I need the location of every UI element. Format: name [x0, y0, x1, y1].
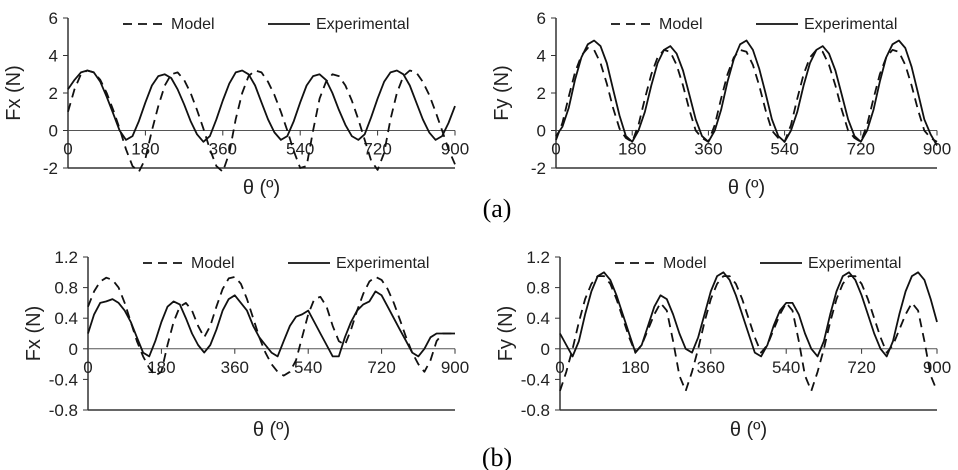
y-tick-label-a-fy: 2 [537, 84, 546, 103]
y-axis-title-b-fy: Fy (N) [495, 306, 517, 362]
y-tick-label-a-fx: -2 [43, 159, 58, 178]
y-tick-label-b-fx: 0.4 [54, 309, 78, 328]
y-axis-title-a-fy: Fy (N) [491, 65, 513, 121]
y-tick-label-b-fx: -0.4 [49, 370, 78, 389]
x-tick-label-b-fx: 540 [294, 358, 322, 377]
y-tick-label-b-fy: 0.4 [526, 309, 550, 328]
x-tick-label-b-fx: 360 [221, 358, 249, 377]
y-axis-title-b-fx: Fx (N) [23, 306, 45, 362]
y-tick-label-a-fx: 2 [49, 84, 58, 103]
x-tick-label-b-fy: 720 [847, 358, 875, 377]
x-tick-label-b-fx: 180 [147, 358, 175, 377]
y-tick-label-b-fx: 0 [69, 340, 78, 359]
y-tick-label-b-fy: 0.8 [526, 279, 550, 298]
y-tick-label-a-fx: 6 [49, 9, 58, 28]
x-tick-label-a-fy: 900 [923, 140, 951, 159]
y-tick-label-b-fy: 0 [541, 340, 550, 359]
x-axis-title-a-fx: θ (º) [243, 177, 280, 199]
x-tick-label-a-fx: 540 [286, 140, 314, 159]
x-tick-label-a-fy: 180 [618, 140, 646, 159]
x-tick-label-b-fx: 900 [441, 358, 469, 377]
y-tick-label-a-fy: 4 [537, 47, 546, 66]
x-tick-label-a-fx: 180 [131, 140, 159, 159]
x-tick-label-b-fy: 540 [772, 358, 800, 377]
series-line-model-a-fx [67, 69, 456, 173]
chart-b-fy: -0.8 -0.4 0 0.4 0.8 1.2 0 180 360 540 720 900 θ (º) F… [495, 248, 951, 441]
legend-label-experimental-b-fx: Experimental [336, 255, 429, 272]
y-tick-label-b-fx: 0.8 [54, 279, 78, 298]
legend-label-model-a-fx: Model [171, 16, 215, 33]
y-tick-label-b-fy: -0.8 [521, 401, 550, 420]
panel-label-b: (b) [482, 443, 512, 470]
x-axis-title-a-fy: θ (º) [728, 177, 765, 199]
x-tick-label-a-fx: 720 [363, 140, 391, 159]
y-tick-label-a-fy: 6 [537, 9, 546, 28]
x-tick-label-a-fx: 0 [63, 140, 72, 159]
x-tick-label-b-fx: 720 [367, 358, 395, 377]
x-tick-label-a-fx: 900 [441, 140, 469, 159]
x-tick-label-b-fy: 900 [923, 358, 951, 377]
y-tick-label-a-fy: 0 [537, 122, 546, 141]
legend-label-model-a-fy: Model [659, 16, 703, 33]
series-line-experimental-a-fy [555, 39, 938, 146]
x-tick-label-a-fy: 540 [770, 140, 798, 159]
x-tick-label-a-fy: 0 [551, 140, 560, 159]
x-axis-title-b-fx: θ (º) [253, 419, 290, 441]
x-tick-label-a-fx: 360 [209, 140, 237, 159]
chart-b-fx: -0.8 -0.4 0 0.4 0.8 1.2 0 180 360 540 720 900 θ (º) F… [23, 248, 469, 441]
legend-label-experimental-b-fy: Experimental [808, 255, 901, 272]
x-tick-label-b-fy: 0 [555, 358, 564, 377]
chart-a-fx: -2 0 2 4 6 0 180 360 540 720 900 θ (º) Fx (N) Model Ex… [3, 9, 469, 199]
series-line-experimental-a-fx [67, 69, 456, 143]
y-tick-label-a-fx: 4 [49, 47, 58, 66]
x-tick-label-b-fx: 0 [83, 358, 92, 377]
series-line-experimental-b-fx [87, 290, 455, 358]
chart-a-fy: -2 0 2 4 6 0 180 360 540 720 900 θ (º) Fy (N) Model Ex… [491, 9, 951, 199]
x-tick-label-a-fy: 720 [847, 140, 875, 159]
x-tick-label-b-fy: 360 [697, 358, 725, 377]
legend-label-experimental-a-fy: Experimental [804, 16, 897, 33]
series-line-experimental-b-fy [559, 271, 938, 358]
legend-label-model-b-fy: Model [663, 255, 707, 272]
y-tick-label-b-fx: 1.2 [54, 248, 78, 267]
y-tick-label-b-fx: -0.8 [49, 401, 78, 420]
y-tick-label-a-fy: -2 [531, 159, 546, 178]
series-line-model-b-fx [87, 275, 455, 377]
legend-label-model-b-fx: Model [191, 255, 235, 272]
y-axis-title-a-fx: Fx (N) [3, 65, 25, 121]
x-tick-label-a-fy: 360 [694, 140, 722, 159]
y-tick-label-a-fx: 0 [49, 122, 58, 141]
legend-label-experimental-a-fx: Experimental [316, 16, 409, 33]
series-line-model-a-fy [555, 47, 938, 143]
x-axis-title-b-fy: θ (º) [730, 419, 767, 441]
x-tick-label-b-fy: 180 [621, 358, 649, 377]
panel-label-a: (a) [483, 194, 512, 223]
y-tick-label-b-fy: 1.2 [526, 248, 550, 267]
y-tick-label-b-fy: -0.4 [521, 370, 550, 389]
